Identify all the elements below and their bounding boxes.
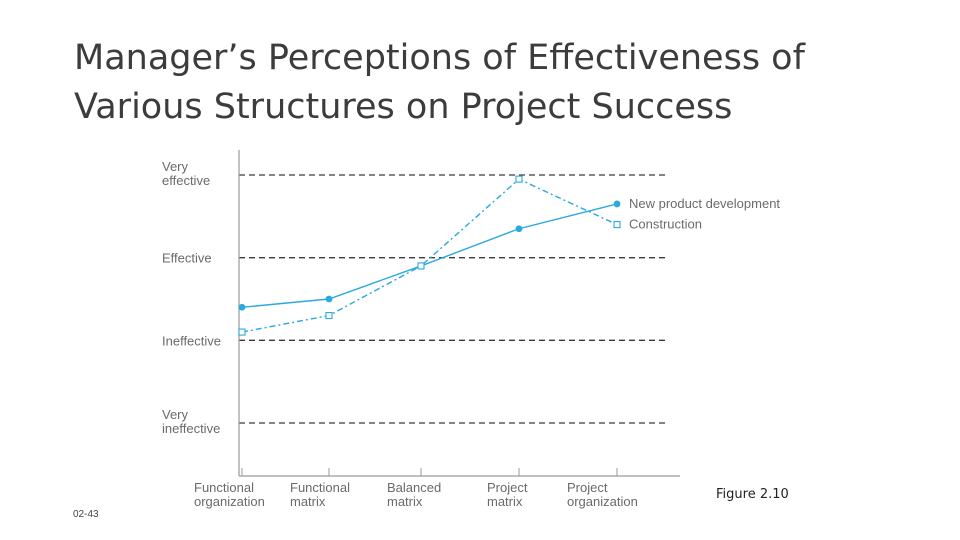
data-point-square — [238, 328, 246, 336]
title-line-2: Various Structures on Project Success — [74, 87, 733, 127]
data-point-circle — [515, 225, 523, 233]
y-tick-label: Very — [162, 159, 189, 174]
x-tick-label: Functional — [290, 480, 350, 495]
data-point-square — [613, 221, 621, 229]
x-tick-label: Project — [487, 480, 528, 495]
x-tick-label: matrix — [487, 494, 523, 509]
grid-layer — [239, 174, 665, 424]
x-tick-label: matrix — [387, 494, 423, 509]
slide-number: 02-43 — [73, 509, 99, 520]
y-tick-label: ineffective — [162, 421, 220, 436]
y-tick-label: effective — [162, 173, 210, 188]
legend-labels: New product development Construction — [629, 196, 780, 232]
x-tick-label: organization — [194, 494, 265, 509]
series-line-new-product — [241, 203, 618, 308]
y-tick-label: Ineffective — [162, 333, 221, 348]
legend-label: Construction — [629, 217, 702, 232]
figure-label: Figure 2.10 — [716, 487, 789, 502]
title-line-1: Manager’s Perceptions of Effectiveness o… — [74, 38, 805, 78]
x-tick-label: matrix — [290, 494, 326, 509]
x-tick-label: Functional — [194, 480, 254, 495]
series-layer — [238, 175, 621, 336]
x-tick-label: organization — [567, 494, 638, 509]
y-tick-label: Very — [162, 407, 189, 422]
page-title: Manager’s Perceptions of Effectiveness o… — [74, 34, 934, 132]
data-point-circle — [325, 295, 333, 303]
data-point-square — [515, 175, 523, 183]
data-point-square — [417, 262, 425, 270]
x-tick-labels: FunctionalorganizationFunctionalmatrixBa… — [194, 480, 638, 509]
data-point-circle — [613, 200, 621, 208]
y-tick-labels: VeryeffectiveEffectiveIneffectiveVeryine… — [162, 159, 221, 436]
x-tick-label: Project — [567, 480, 608, 495]
axis-layer — [238, 150, 680, 477]
series-line-construction — [241, 178, 618, 333]
y-tick-label: Effective — [162, 251, 212, 266]
data-point-square — [325, 311, 333, 320]
legend-label: New product development — [629, 196, 780, 211]
data-point-circle — [238, 303, 246, 311]
x-tick-label: Balanced — [387, 480, 441, 495]
